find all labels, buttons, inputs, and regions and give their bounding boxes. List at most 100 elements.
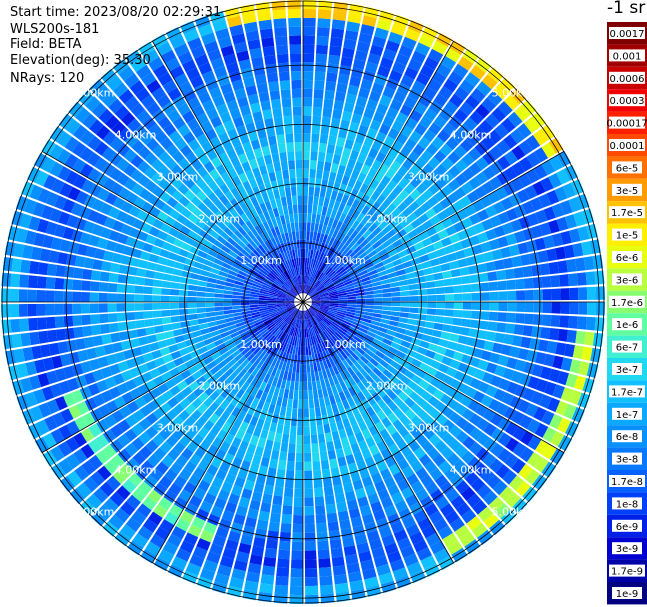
data-gate xyxy=(398,279,409,286)
data-gate xyxy=(201,332,212,341)
data-gate xyxy=(284,314,292,322)
data-gate xyxy=(56,148,71,165)
data-gate xyxy=(351,257,361,266)
data-gate xyxy=(29,184,43,201)
data-gate xyxy=(347,251,356,261)
data-gate xyxy=(407,278,417,285)
data-gate xyxy=(260,313,270,318)
data-gate xyxy=(427,78,442,93)
data-gate xyxy=(215,448,227,461)
data-gate xyxy=(325,255,332,265)
data-gate xyxy=(276,254,283,264)
data-gate xyxy=(118,264,129,275)
data-gate xyxy=(287,259,292,269)
data-gate xyxy=(569,302,579,315)
data-gate xyxy=(337,290,347,295)
data-gate xyxy=(365,197,376,209)
data-gate xyxy=(449,378,462,390)
data-gate xyxy=(145,541,161,556)
data-gate xyxy=(354,431,365,443)
data-gate xyxy=(313,362,318,373)
data-gate xyxy=(20,377,33,393)
data-gate xyxy=(278,71,290,82)
data-gate xyxy=(397,201,408,213)
data-gate xyxy=(373,509,386,522)
data-gate xyxy=(317,272,324,281)
data-gate xyxy=(339,409,348,420)
data-gate xyxy=(319,274,327,283)
data-gate xyxy=(82,325,93,337)
data-gate xyxy=(202,471,215,484)
data-gate xyxy=(300,257,303,267)
data-gate xyxy=(202,185,213,197)
data-gate xyxy=(314,281,321,289)
data-gate xyxy=(328,530,341,541)
data-gate xyxy=(158,549,174,564)
data-gate xyxy=(143,303,153,311)
data-gate xyxy=(267,356,275,366)
data-gate xyxy=(133,375,145,387)
data-gate xyxy=(363,287,374,292)
data-gate xyxy=(470,283,481,292)
colorbar-label: 3e-8 xyxy=(616,455,639,466)
data-gate xyxy=(195,360,207,370)
data-gate xyxy=(327,287,337,293)
colorbar-label-bg xyxy=(612,183,642,196)
data-gate xyxy=(256,519,269,531)
data-gate xyxy=(189,349,201,359)
data-gate xyxy=(436,302,446,309)
data-gate xyxy=(319,306,329,310)
data-gate xyxy=(539,263,551,276)
data-gate xyxy=(471,302,481,310)
data-gate xyxy=(276,44,289,55)
data-gate xyxy=(239,440,249,452)
data-gate xyxy=(267,296,277,300)
data-gate xyxy=(235,194,245,206)
data-gate xyxy=(310,363,315,373)
data-gate xyxy=(176,214,188,225)
data-gate xyxy=(374,27,389,40)
data-gate xyxy=(286,304,295,309)
data-gate xyxy=(237,410,247,421)
data-gate xyxy=(267,335,276,344)
data-gate xyxy=(168,130,182,144)
data-gate xyxy=(335,173,344,184)
data-gate xyxy=(462,310,472,319)
data-gate xyxy=(75,190,89,205)
data-gate xyxy=(320,584,334,595)
data-gate xyxy=(1,319,12,334)
data-gate xyxy=(166,196,178,208)
data-gate xyxy=(209,230,220,240)
data-gate xyxy=(186,118,200,131)
data-gate xyxy=(197,346,208,355)
data-gate xyxy=(287,316,294,325)
data-gate xyxy=(280,196,287,207)
data-gate xyxy=(247,39,261,50)
data-gate xyxy=(162,323,173,332)
data-gate xyxy=(323,423,331,434)
colorbar-label-bg xyxy=(612,407,642,420)
data-gate xyxy=(107,313,118,323)
data-gate xyxy=(318,289,328,295)
data-gate xyxy=(311,304,321,308)
data-gate xyxy=(269,458,278,469)
data-gate xyxy=(82,113,97,129)
data-gate xyxy=(294,222,299,232)
data-gate xyxy=(93,487,109,503)
data-gate xyxy=(341,322,351,329)
data-gate xyxy=(548,173,562,189)
data-gate xyxy=(433,150,447,163)
data-gate xyxy=(461,450,475,465)
data-gate xyxy=(523,277,534,289)
data-gate xyxy=(339,156,349,167)
data-gate xyxy=(190,196,202,207)
data-gate xyxy=(58,380,71,395)
data-gate xyxy=(207,321,218,328)
data-gate xyxy=(276,277,284,285)
data-gate xyxy=(320,303,330,306)
data-gate xyxy=(367,53,381,65)
data-gate xyxy=(515,480,531,497)
data-gate xyxy=(560,387,574,402)
data-gate xyxy=(233,315,243,321)
data-gate xyxy=(388,218,400,229)
